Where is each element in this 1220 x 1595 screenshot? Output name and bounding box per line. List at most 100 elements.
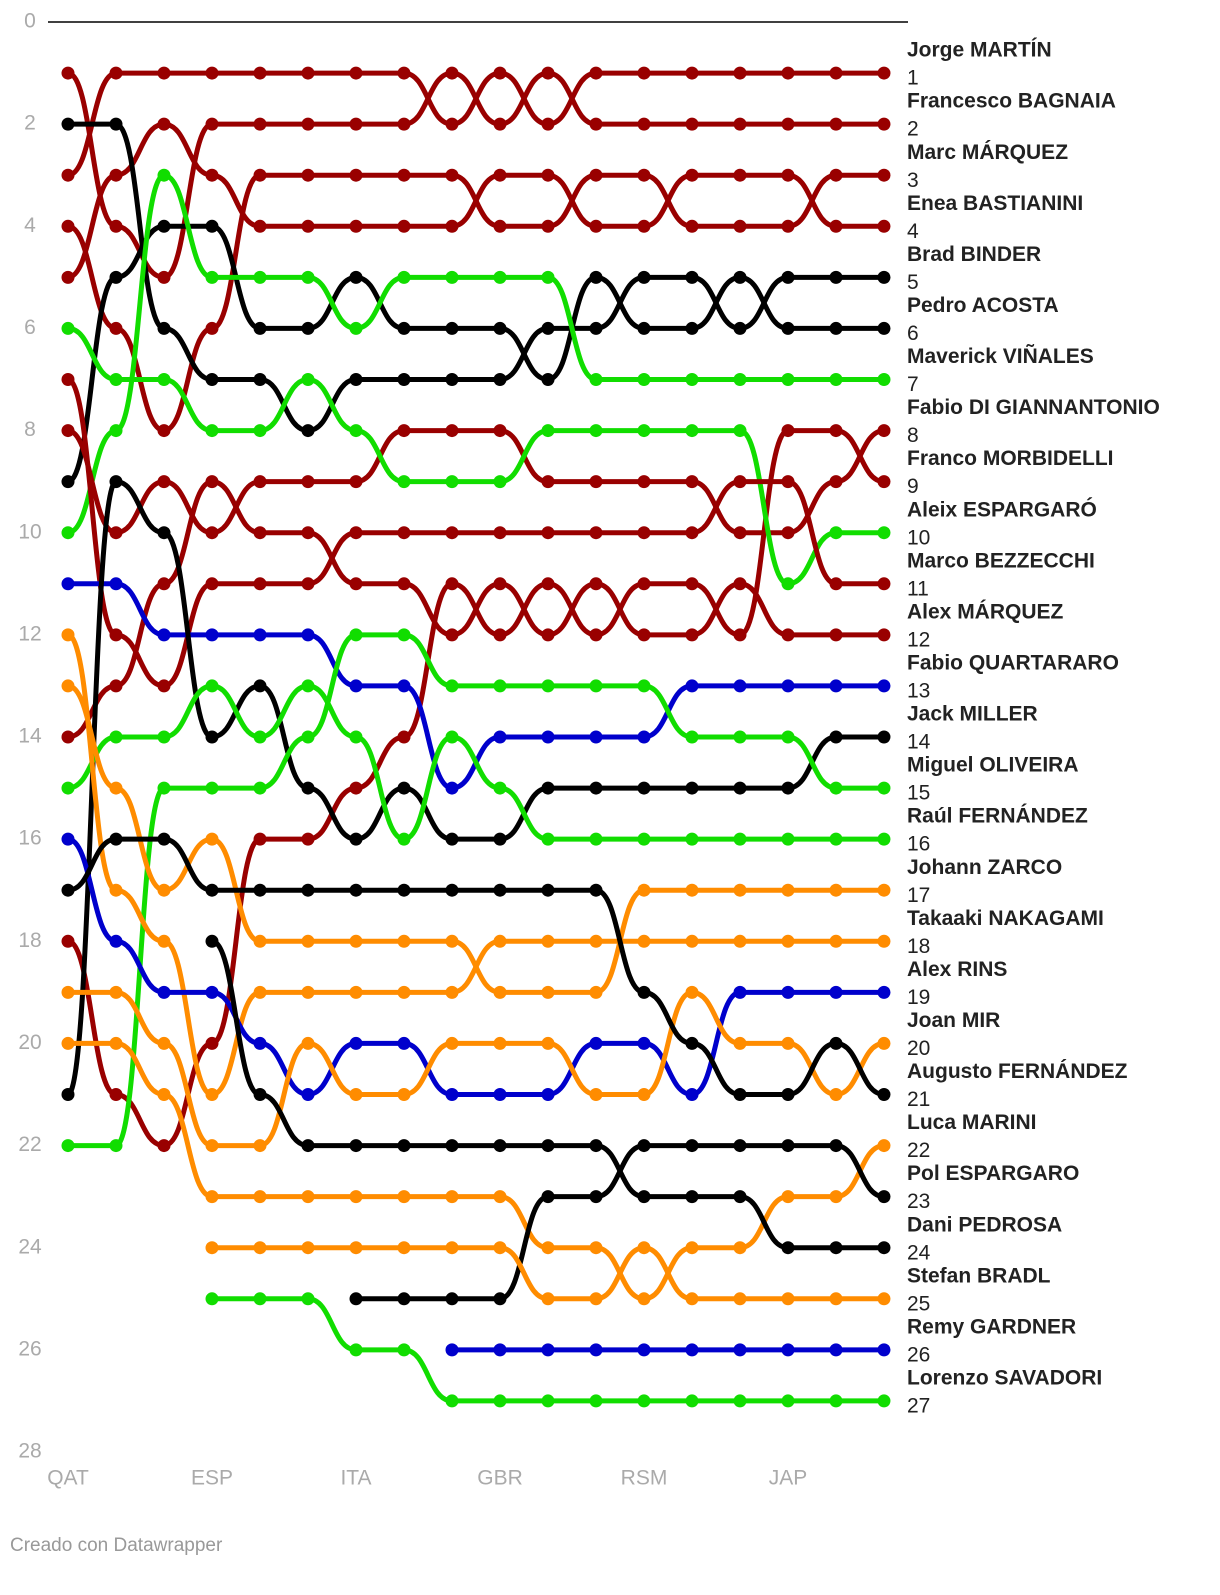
rider-dot xyxy=(349,1088,363,1101)
rider-dot xyxy=(301,832,315,846)
rider-dot xyxy=(829,1292,843,1306)
rider-rank: 19 xyxy=(907,986,930,1009)
rider-dot xyxy=(781,1343,795,1357)
rider-dot xyxy=(445,1190,459,1204)
rider-dot xyxy=(445,66,459,80)
rider-dot xyxy=(61,1036,75,1050)
rider-dot xyxy=(685,1343,699,1357)
rider-dot xyxy=(205,934,219,948)
rider-dot xyxy=(397,373,411,386)
rider-dot xyxy=(301,66,315,80)
rider-dot xyxy=(397,475,411,489)
rider-dot xyxy=(781,321,795,335)
rider-dot xyxy=(541,985,555,999)
rider-dot xyxy=(445,934,459,948)
rider-name: Joan MIR xyxy=(907,1009,1000,1032)
rider-dot xyxy=(829,1139,843,1153)
rider-dot xyxy=(877,1343,891,1357)
rider-dot xyxy=(877,373,891,386)
rider-dot xyxy=(493,985,507,999)
rider-dot xyxy=(589,1292,603,1306)
rider-dot xyxy=(397,1036,411,1050)
rider-dot xyxy=(733,526,747,540)
rider-dot xyxy=(829,1343,843,1357)
rider-dot xyxy=(349,219,363,233)
rider-dot xyxy=(637,985,651,999)
rider-dot xyxy=(541,66,555,80)
rider-dot xyxy=(637,526,651,540)
rider-dot xyxy=(829,117,843,131)
rider-dot xyxy=(541,679,555,693)
rider-dot xyxy=(541,373,555,386)
rider-dot xyxy=(349,475,363,489)
rider-dot xyxy=(589,1139,603,1153)
rider-rank: 9 xyxy=(907,475,919,498)
rider-dot xyxy=(541,781,555,795)
rider-dot xyxy=(781,577,795,591)
rider-dot xyxy=(157,475,171,489)
rider-dot xyxy=(109,985,123,999)
rider-dot xyxy=(781,1190,795,1204)
y-tick-label: 10 xyxy=(18,520,41,543)
rider-dot xyxy=(397,628,411,642)
rider-dot xyxy=(685,883,699,897)
rider-rank: 13 xyxy=(907,679,930,702)
rider-dot xyxy=(253,1241,267,1255)
rider-dot xyxy=(61,424,75,438)
rider-dot xyxy=(685,1241,699,1255)
rider-dot xyxy=(397,1292,411,1306)
rider-dot xyxy=(541,577,555,591)
rider-dot xyxy=(589,475,603,489)
y-tick-label: 8 xyxy=(24,418,36,441)
rider-name: Alex RINS xyxy=(907,958,1007,981)
y-tick-label: 26 xyxy=(18,1337,41,1360)
rider-dot xyxy=(637,321,651,335)
rider-dot xyxy=(877,424,891,438)
rider-dot xyxy=(397,270,411,284)
rider-dot xyxy=(445,1343,459,1357)
rider-dot xyxy=(349,424,363,438)
rider-dot xyxy=(349,934,363,948)
rider-dot xyxy=(829,730,843,744)
rider-dot xyxy=(349,679,363,693)
x-tick-label: QAT xyxy=(47,1467,89,1490)
rider-name: Alex MÁRQUEZ xyxy=(907,600,1064,623)
rider-dot xyxy=(829,985,843,999)
rider-dot xyxy=(109,1088,123,1101)
rider-dot xyxy=(109,781,123,795)
rider-dot xyxy=(61,628,75,642)
rider-dot xyxy=(733,934,747,948)
rider-dot xyxy=(61,270,75,284)
rider-rank: 18 xyxy=(907,935,930,958)
rider-dot xyxy=(877,117,891,131)
rider-dot xyxy=(253,270,267,284)
rider-dot xyxy=(781,1241,795,1255)
rider-dot xyxy=(541,270,555,284)
rider-dot xyxy=(253,168,267,182)
rider-dot xyxy=(493,1088,507,1101)
rider-dot xyxy=(589,373,603,386)
rider-dot xyxy=(877,577,891,591)
rider-dot xyxy=(781,1394,795,1408)
rider-dot xyxy=(205,270,219,284)
rider-dot xyxy=(877,679,891,693)
rider-dot xyxy=(445,219,459,233)
y-tick-label: 22 xyxy=(18,1133,41,1156)
rider-dot xyxy=(157,985,171,999)
rider-dot xyxy=(157,679,171,693)
rider-dot xyxy=(397,1139,411,1153)
rider-dot xyxy=(205,526,219,540)
rider-dot xyxy=(685,321,699,335)
rider-dot xyxy=(637,1036,651,1050)
rider-dot xyxy=(733,321,747,335)
rider-dot xyxy=(685,424,699,438)
rider-rank: 15 xyxy=(907,782,930,805)
rider-line xyxy=(212,1296,884,1404)
y-tick-label: 2 xyxy=(24,112,36,135)
rider-dot xyxy=(61,168,75,182)
rider-rank: 27 xyxy=(907,1394,930,1417)
rider-dot xyxy=(205,1292,219,1306)
rider-dot xyxy=(301,883,315,897)
rider-rank: 16 xyxy=(907,833,930,856)
